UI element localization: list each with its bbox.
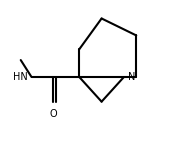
Text: O: O — [49, 109, 57, 119]
Text: HN: HN — [13, 72, 28, 82]
Text: N: N — [128, 72, 135, 82]
